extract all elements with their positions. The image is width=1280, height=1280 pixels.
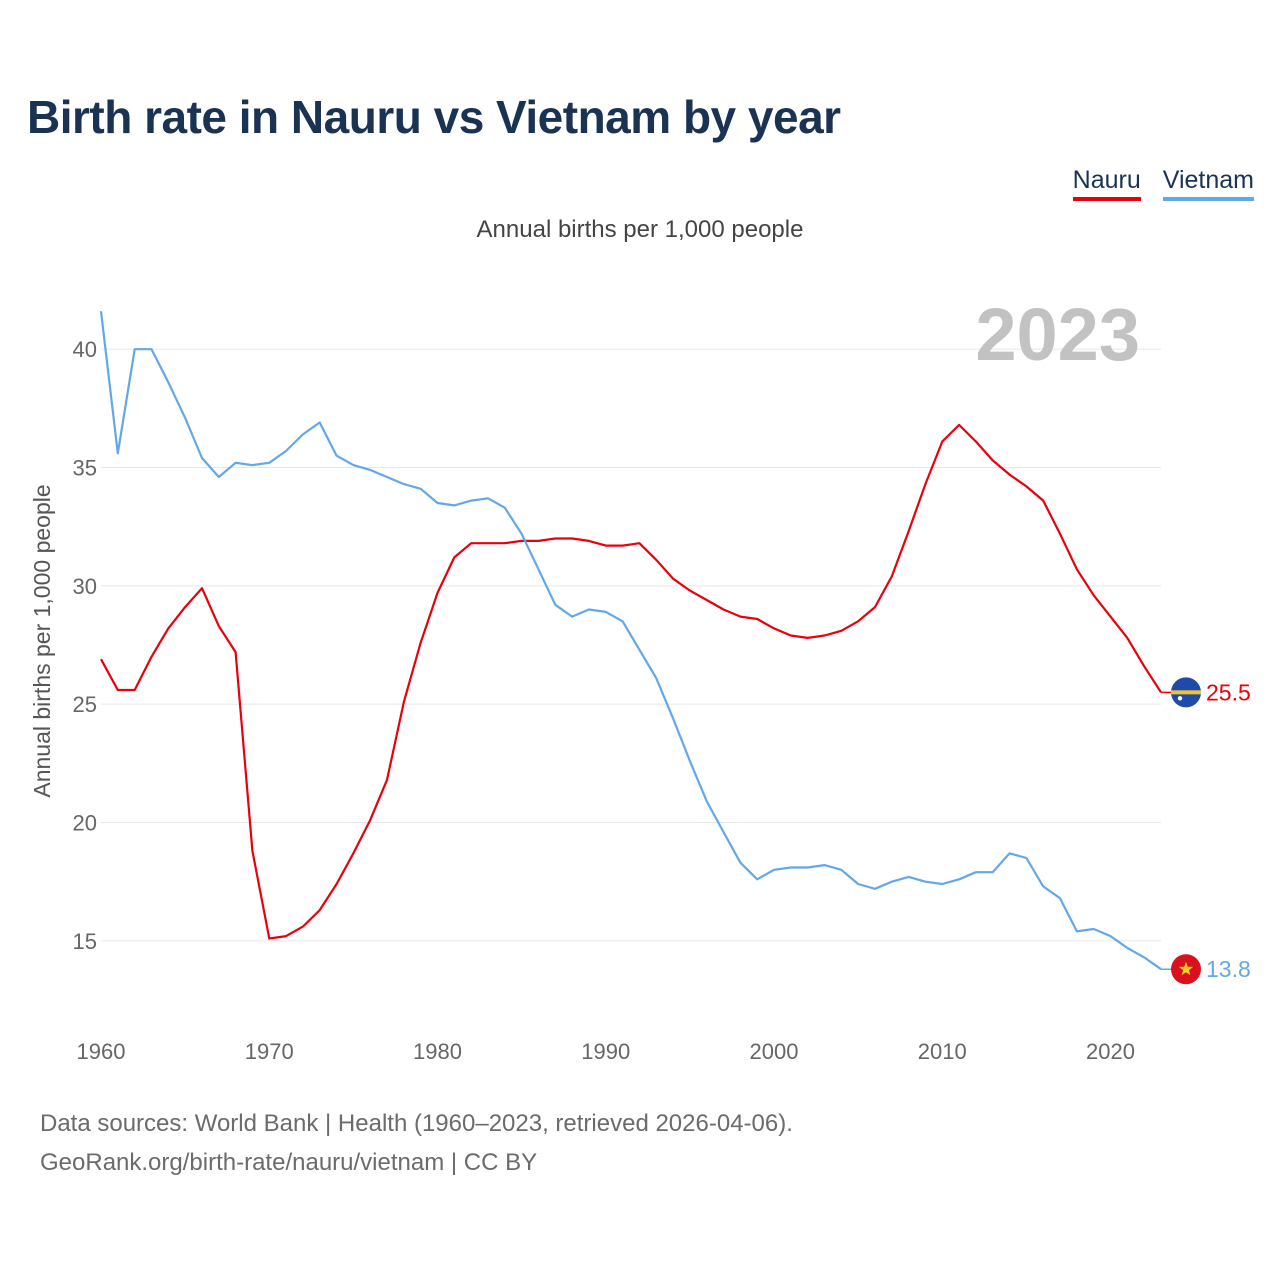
series-line-nauru[interactable] xyxy=(100,423,1162,940)
line-chart: 15 20 25 30 35 40 1960 1970 1980 1990 2000 2010 202… xyxy=(29,293,1251,1064)
y-tick-labels: 15 20 25 30 35 40 xyxy=(73,337,97,954)
end-value-label-nauru: 25.5 xyxy=(1206,679,1251,705)
x-tick-label: 2020 xyxy=(1086,1039,1135,1064)
legend-item-vietnam[interactable]: Vietnam xyxy=(1162,165,1254,201)
y-axis-label: Annual births per 1,000 people xyxy=(29,484,55,797)
x-tick-labels: 1960 1970 1980 1990 2000 2010 2020 xyxy=(77,1039,1135,1064)
x-tick-label: 2010 xyxy=(918,1039,967,1064)
y-tick-label: 30 xyxy=(73,574,97,599)
source-link[interactable]: GeoRank.org/birth-rate/nauru/vietnam | C… xyxy=(40,1149,538,1176)
footer: Data sources: World Bank | Health (1960–… xyxy=(40,1104,793,1182)
year-watermark: 2023 xyxy=(975,293,1140,376)
chart-subtitle: Annual births per 1,000 people xyxy=(476,216,804,243)
flag-star xyxy=(1178,961,1194,976)
end-markers: 25.5 13.8 xyxy=(1161,677,1251,985)
flag-marker-nauru xyxy=(1171,677,1201,708)
series-lines xyxy=(99,311,1162,971)
y-tick-label: 15 xyxy=(73,929,97,954)
data-sources: Data sources: World Bank | Health (1960–… xyxy=(40,1110,793,1137)
series-line-vietnam[interactable] xyxy=(99,311,1162,971)
y-tick-label: 40 xyxy=(73,337,97,362)
x-tick-label: 1990 xyxy=(581,1039,630,1064)
flag-star xyxy=(1177,696,1183,701)
y-tick-label: 20 xyxy=(73,811,97,836)
x-tick-label: 1980 xyxy=(413,1039,462,1064)
y-tick-label: 35 xyxy=(73,456,97,481)
flag-marker-vietnam xyxy=(1171,954,1201,985)
end-value-label-vietnam: 13.8 xyxy=(1206,956,1251,982)
gridlines xyxy=(101,348,1161,942)
y-tick-label: 25 xyxy=(73,692,97,717)
legend-item-nauru[interactable]: Nauru xyxy=(1072,165,1141,201)
flag-stripe xyxy=(1171,690,1201,695)
x-tick-label: 2000 xyxy=(750,1039,799,1064)
chart-title: Birth rate in Nauru vs Vietnam by year xyxy=(27,91,841,143)
x-tick-label: 1970 xyxy=(245,1039,294,1064)
x-tick-label: 1960 xyxy=(77,1039,126,1064)
legend: Nauru Vietnam xyxy=(1072,165,1254,201)
